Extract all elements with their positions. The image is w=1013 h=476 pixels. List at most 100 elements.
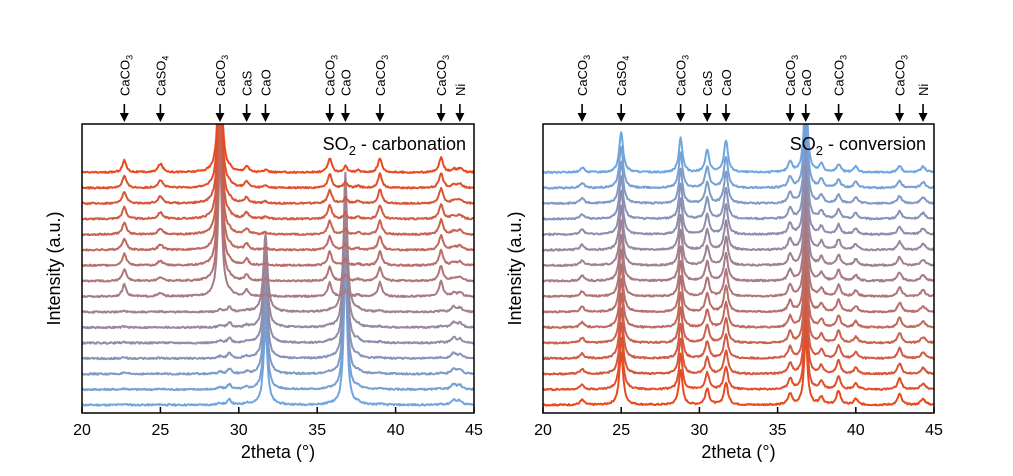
y-axis-label: Intensity (a.u.): [44, 211, 64, 325]
peak-arrow-head: [436, 113, 446, 122]
xrd-trace-2: [82, 247, 474, 392]
peak-arrow-head: [616, 113, 626, 122]
peak-label: CaO: [799, 69, 814, 96]
peak-arrow-head: [155, 113, 165, 122]
peak-label-text: CaCO: [575, 60, 590, 96]
peak-label: CaS: [700, 70, 715, 96]
peak-label: CaCO3: [373, 55, 390, 96]
peak-label-text: CaS: [240, 70, 255, 96]
peak-arrow-head: [119, 113, 129, 122]
xrd-trace-12: [543, 147, 934, 237]
x-tick-label: 35: [769, 422, 787, 439]
xrd-panel-conversion: 20 25 30 35 40 45 2theta (°) Intensity (a.u.) SO…: [505, 55, 943, 462]
x-tick-label: 35: [308, 422, 326, 439]
panel-title-main: SO: [323, 134, 349, 154]
peak-label-text: Ni: [916, 84, 931, 96]
x-tick-label: 40: [847, 422, 865, 439]
peak-label-text: CaCO: [323, 60, 338, 96]
peak-label: CaO: [719, 69, 734, 96]
trace-group: [82, 124, 474, 407]
xrd-trace-6: [82, 186, 474, 330]
plot-frame: [542, 123, 935, 414]
peak-arrow-head: [676, 113, 686, 122]
peak-label-subscript: 3: [790, 55, 800, 60]
peak-arrow-head: [721, 113, 731, 122]
peak-label-subscript: 3: [681, 55, 691, 60]
peak-label-subscript: 4: [160, 56, 170, 61]
peak-label: CaCO3: [575, 55, 592, 96]
xrd-trace-13: [82, 124, 474, 221]
x-axis-label: 2theta (°): [241, 442, 315, 462]
xrd-trace-8: [543, 216, 934, 299]
peak-arrow-head: [260, 113, 270, 122]
xrd-trace-9: [543, 198, 934, 283]
peak-arrow-head: [577, 113, 587, 122]
peak-label-subscript: 3: [380, 55, 390, 60]
xrd-trace-2: [543, 317, 934, 392]
peak-arrow-head: [375, 113, 385, 122]
x-tick-label: 30: [691, 422, 709, 439]
peak-label-text: Ni: [453, 84, 468, 96]
peak-label: CaCO3: [213, 55, 230, 96]
peak-label-subscript: 3: [441, 55, 451, 60]
x-axis-label: 2theta (°): [701, 442, 775, 462]
peak-arrow-head: [340, 113, 350, 122]
xrd-trace-16: [82, 124, 474, 174]
panel-title-rest: - conversion: [823, 134, 926, 154]
x-tick-label: 25: [612, 422, 630, 439]
peak-arrow-head: [895, 113, 905, 122]
xrd-trace-1: [543, 333, 934, 407]
xrd-trace-3: [82, 232, 474, 376]
xrd-trace-1: [82, 264, 474, 407]
peak-label-text: CaO: [799, 69, 814, 96]
xrd-trace-6: [543, 248, 934, 330]
peak-label-text: CaCO: [832, 60, 847, 96]
peak-label: CaO: [258, 69, 273, 96]
panel-title-subscript: 2: [816, 143, 823, 158]
peak-label-subscript: 3: [839, 55, 849, 60]
peak-label-text: CaCO: [893, 60, 908, 96]
xrd-trace-14: [543, 124, 934, 206]
peak-arrow-head: [801, 113, 811, 122]
xrd-trace-3: [543, 299, 934, 376]
peak-label: CaCO3: [323, 55, 340, 96]
peak-label: CaCO3: [893, 55, 910, 96]
peak-label-text: CaCO: [434, 60, 449, 96]
peak-label: CaS: [240, 70, 255, 96]
peak-label-subscript: 3: [220, 55, 230, 60]
peak-label-subscript: 3: [582, 55, 592, 60]
peak-arrow-head: [325, 113, 335, 122]
trace-group: [543, 124, 934, 407]
peak-label-text: CaCO: [373, 60, 388, 96]
peak-label: Ni: [916, 84, 931, 96]
x-tick-label: 45: [925, 422, 943, 439]
xrd-trace-10: [543, 182, 934, 268]
peak-label: CaCO3: [832, 55, 849, 96]
peak-label: CaCO3: [783, 55, 800, 96]
peak-arrow-head: [702, 113, 712, 122]
xrd-trace-10: [82, 124, 474, 268]
peak-label: CaCO3: [674, 55, 691, 96]
xrd-trace-8: [82, 155, 474, 299]
xrd-trace-14: [82, 124, 474, 206]
xrd-trace-15: [543, 124, 934, 190]
peak-label-text: CaSO: [614, 61, 629, 96]
peak-label-text: CaCO: [117, 60, 132, 96]
peak-arrow-head: [455, 113, 465, 122]
x-tick-label: 30: [230, 422, 248, 439]
peak-label-text: CaCO: [213, 60, 228, 96]
xrd-trace-11: [543, 165, 934, 252]
x-tick-label: 40: [387, 422, 405, 439]
x-tick-label: 20: [73, 422, 91, 439]
xrd-trace-16: [543, 124, 934, 175]
xrd-trace-7: [82, 171, 474, 314]
peak-label: CaCO3: [117, 55, 134, 96]
plot-frame: [81, 123, 475, 414]
x-tick-label: 20: [534, 422, 552, 439]
x-tick-label: 45: [465, 422, 483, 439]
panel-title: SO2 - carbonation: [323, 134, 466, 158]
xrd-trace-11: [82, 124, 474, 252]
xrd-trace-7: [543, 232, 934, 314]
